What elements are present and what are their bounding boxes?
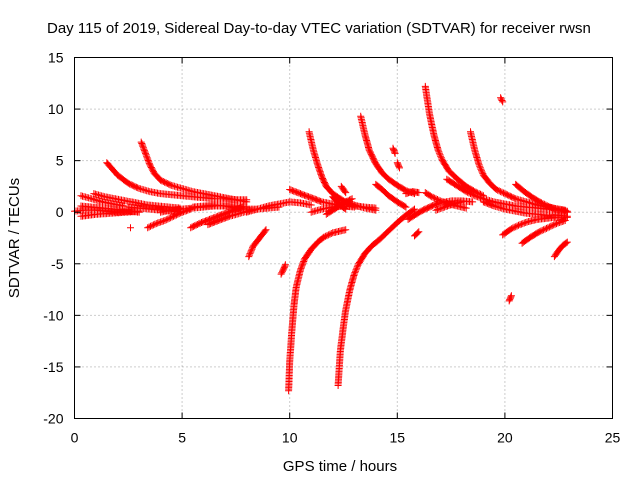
marker-path bbox=[285, 226, 350, 395]
series-track-35 bbox=[432, 198, 466, 214]
series-track-24 bbox=[337, 182, 350, 197]
series-track-42 bbox=[512, 180, 571, 216]
series-track-8 bbox=[127, 224, 134, 232]
x-tick-label: 5 bbox=[178, 430, 186, 446]
series-track-32 bbox=[411, 228, 423, 240]
series-track-44 bbox=[550, 238, 571, 261]
y-tick-label: -5 bbox=[51, 256, 64, 272]
marker-path bbox=[357, 112, 418, 198]
marker-path bbox=[77, 207, 143, 220]
marker-path bbox=[499, 213, 571, 239]
y-tick-label: -20 bbox=[43, 411, 63, 427]
plot-frame bbox=[74, 57, 613, 419]
marker-path bbox=[127, 224, 134, 232]
series-track-17 bbox=[277, 261, 289, 278]
marker-path bbox=[550, 238, 571, 261]
chart-title: Day 115 of 2019, Sidereal Day-to-day VTE… bbox=[47, 20, 591, 37]
marker-path bbox=[512, 180, 571, 216]
series-track-9 bbox=[137, 138, 251, 206]
series-track-39 bbox=[497, 94, 507, 106]
series-track-2 bbox=[77, 202, 128, 214]
series-track-5 bbox=[90, 190, 184, 212]
marker-path bbox=[137, 138, 251, 206]
marker-path bbox=[243, 198, 315, 216]
series-track-27 bbox=[372, 180, 410, 211]
y-tick-label: 5 bbox=[56, 153, 64, 169]
y-tick-label: 15 bbox=[48, 50, 64, 66]
marker-path bbox=[389, 144, 399, 157]
marker-path bbox=[497, 94, 507, 106]
marker-path bbox=[337, 182, 350, 197]
y-tick-label: 10 bbox=[48, 101, 64, 117]
marker-path bbox=[505, 292, 515, 305]
series-track-26 bbox=[357, 112, 418, 198]
series-track-28 bbox=[389, 144, 399, 157]
y-axis-label: SDTVAR / TECUs bbox=[6, 178, 23, 298]
series-track-13 bbox=[187, 203, 246, 232]
marker-path bbox=[372, 180, 410, 211]
x-tick-label: 20 bbox=[497, 430, 513, 446]
marker-path bbox=[411, 228, 423, 240]
marker-path bbox=[393, 159, 403, 172]
x-tick-label: 10 bbox=[282, 430, 298, 446]
series-track-3 bbox=[77, 207, 143, 220]
series-track-40 bbox=[499, 213, 571, 239]
series-track-43 bbox=[518, 217, 569, 247]
marker-path bbox=[277, 261, 289, 278]
x-tick-label: 25 bbox=[605, 430, 621, 446]
data-marks bbox=[71, 82, 571, 395]
marker-path bbox=[432, 198, 466, 214]
x-tick-label: 0 bbox=[71, 430, 79, 446]
marker-path bbox=[77, 202, 128, 214]
marker-path bbox=[421, 82, 487, 200]
y-tick-label: -10 bbox=[43, 307, 63, 323]
marker-path bbox=[334, 205, 418, 389]
series-track-29 bbox=[393, 159, 403, 172]
x-tick-label: 15 bbox=[390, 430, 406, 446]
marker-path bbox=[90, 190, 184, 212]
marker-path bbox=[187, 203, 246, 232]
series-track-23 bbox=[329, 193, 350, 213]
series-track-18 bbox=[285, 226, 350, 395]
y-tick-label: 0 bbox=[56, 204, 64, 220]
marker-path bbox=[329, 193, 350, 213]
marker-path bbox=[245, 226, 270, 261]
series-track-16 bbox=[245, 226, 270, 261]
axis-ticks: 0 5 10 15 20 25 -20 -15 -10 -5 0 5 10 15 bbox=[43, 50, 620, 446]
series-track-15 bbox=[243, 198, 315, 216]
series-track-30 bbox=[402, 188, 423, 198]
series-track-33 bbox=[421, 82, 487, 200]
series-track-4 bbox=[77, 192, 128, 210]
marker-path bbox=[402, 188, 423, 198]
y-tick-label: -15 bbox=[43, 359, 63, 375]
marker-path bbox=[518, 217, 569, 247]
marker-path bbox=[77, 192, 128, 210]
series-track-25 bbox=[334, 205, 418, 389]
x-axis-label: GPS time / hours bbox=[283, 458, 397, 475]
series-track-41 bbox=[505, 292, 515, 305]
